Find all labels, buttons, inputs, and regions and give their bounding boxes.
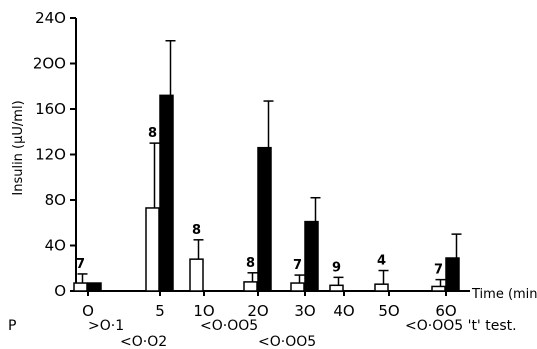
bar-open bbox=[145, 207, 160, 292]
x-tick-label: 5O bbox=[378, 302, 399, 320]
bar-filled bbox=[87, 282, 102, 292]
bar-open bbox=[329, 284, 344, 292]
n-label: 7 bbox=[76, 257, 85, 272]
x-tick-label: 6O bbox=[435, 302, 456, 320]
bar-filled bbox=[304, 220, 319, 292]
y-axis-label: Insulin (μU/ml) bbox=[11, 100, 26, 195]
x-tick-label: O bbox=[82, 302, 94, 320]
n-label: 8 bbox=[148, 126, 157, 141]
bar-filled bbox=[257, 146, 272, 292]
y-tick-label: 8O bbox=[45, 191, 66, 209]
n-label: 7 bbox=[434, 263, 443, 278]
y-tick-label: 24O bbox=[35, 9, 66, 27]
p-value-label: <O·OO5 bbox=[200, 318, 258, 334]
bar-open bbox=[189, 258, 204, 292]
n-label: 8 bbox=[246, 256, 255, 271]
n-label: 4 bbox=[377, 254, 386, 269]
x-tick-label: 3O bbox=[294, 302, 315, 320]
p-value-label: <O·OO5 't' test. bbox=[405, 318, 517, 334]
bar-open bbox=[73, 282, 88, 292]
y-tick-label: 16O bbox=[35, 100, 66, 118]
p-label: P bbox=[8, 318, 16, 334]
axes: O 4O 8O 12O 16O 2OO 24O bbox=[33, 9, 470, 300]
y-tick-label: 2OO bbox=[33, 55, 66, 73]
bar-open bbox=[431, 285, 446, 292]
n-label: 7 bbox=[293, 258, 302, 273]
bar-open bbox=[290, 282, 305, 292]
x-axis-label: Time (min) bbox=[471, 287, 537, 302]
bar-filled bbox=[445, 257, 460, 292]
bar-open bbox=[243, 281, 258, 292]
x-tick-label: 4O bbox=[333, 302, 354, 320]
bar-filled bbox=[159, 94, 174, 292]
bars bbox=[73, 40, 462, 292]
y-tick-label: 4O bbox=[45, 237, 66, 255]
x-tick-label: 1O bbox=[193, 302, 214, 320]
x-tick-label: 2O bbox=[247, 302, 268, 320]
n-label: 9 bbox=[332, 260, 341, 275]
x-tick-label: 5 bbox=[155, 302, 165, 320]
bar-open bbox=[374, 283, 389, 292]
y-tick-label: O bbox=[54, 282, 66, 300]
y-tick-label: 12O bbox=[35, 146, 66, 164]
p-value-label: <O·O2 bbox=[120, 334, 167, 349]
p-value-label: >O·1 bbox=[88, 318, 124, 334]
p-value-label: <O·OO5 bbox=[258, 334, 316, 349]
n-label: 8 bbox=[192, 223, 201, 238]
